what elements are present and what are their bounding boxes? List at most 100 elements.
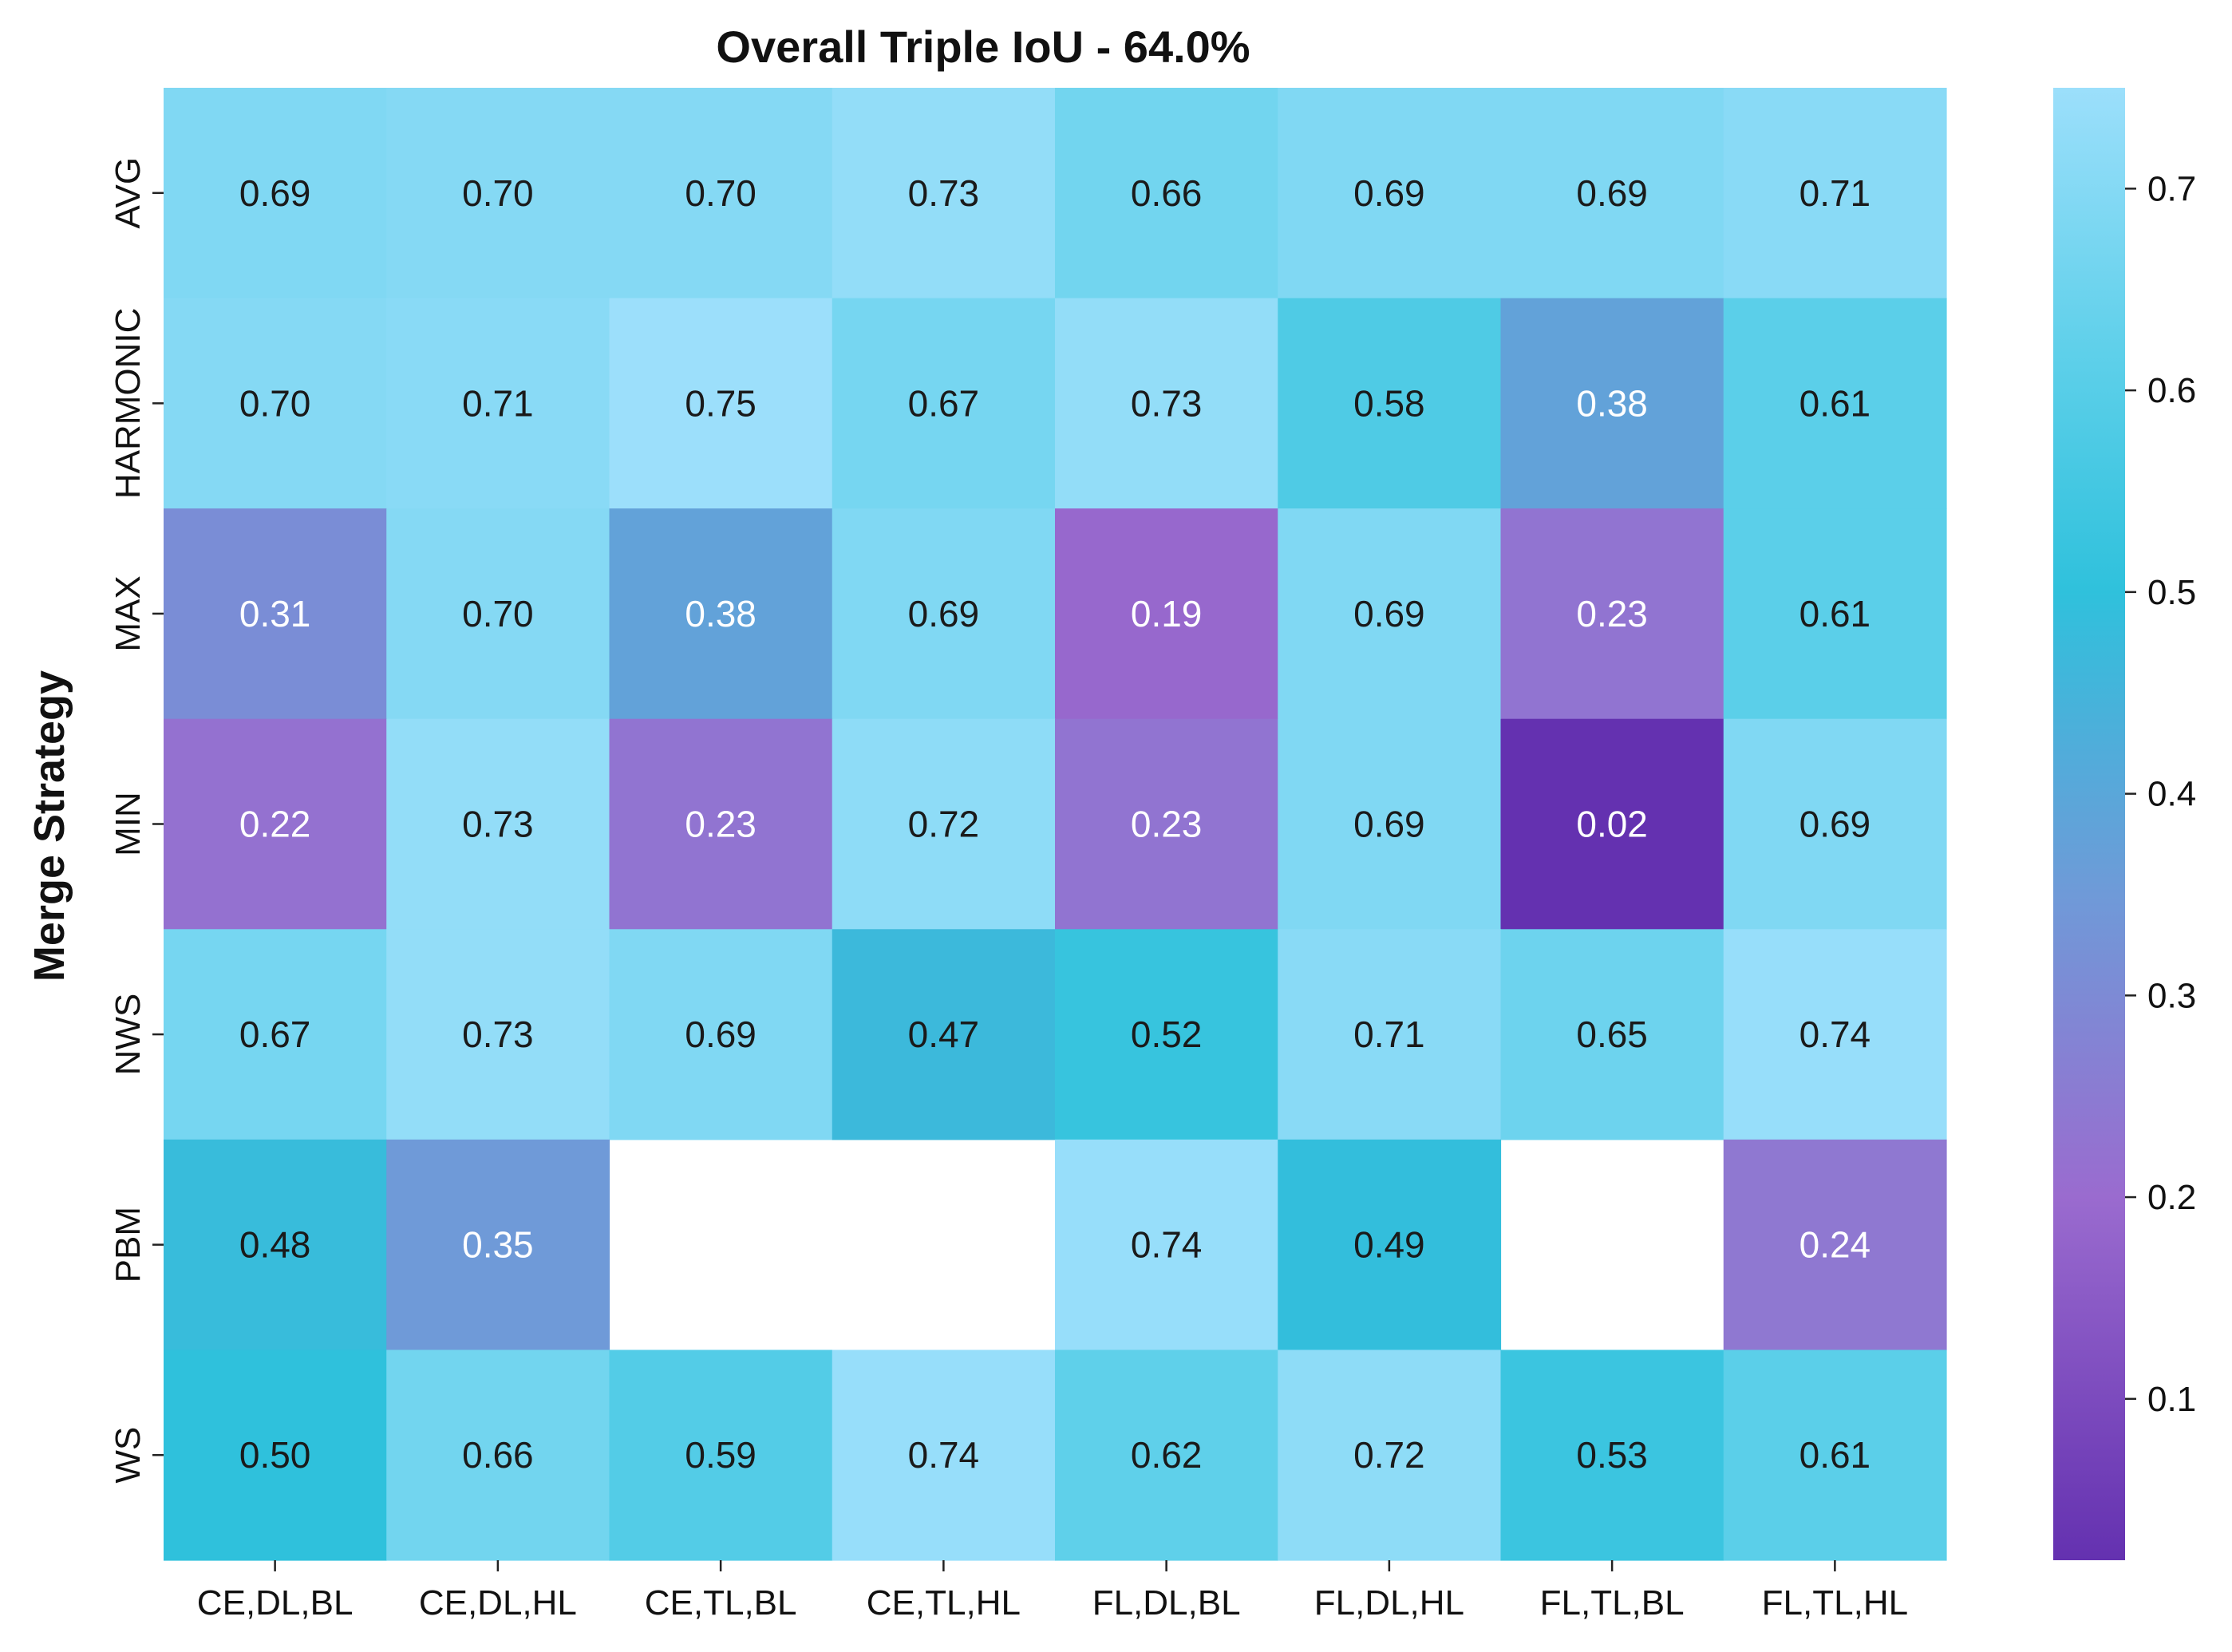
- cell-value-label: 0.70: [685, 172, 757, 214]
- cell-value-label: 0.71: [462, 382, 534, 424]
- y-tick-label: MAX: [109, 575, 148, 651]
- cell-value-label: 0.74: [1131, 1224, 1203, 1266]
- cell-value-label: 0.24: [1799, 1224, 1871, 1266]
- cell-value-label: 0.61: [1799, 1434, 1871, 1476]
- cell-value-label: 0.49: [1353, 1224, 1425, 1266]
- colorbar-tick-label: 0.7: [2147, 169, 2196, 208]
- x-tick-label: CE,TL,BL: [645, 1583, 797, 1622]
- heatmap-cell: [1500, 88, 1724, 299]
- heatmap-cell: [1278, 298, 1502, 509]
- heatmap-cell: [1055, 929, 1278, 1140]
- colorbar-tick-label: 0.5: [2147, 573, 2196, 612]
- y-axis-title: Merge Strategy: [26, 670, 73, 982]
- heatmap-cell: [1055, 508, 1278, 720]
- cell-value-label: 0.22: [239, 804, 311, 845]
- heatmap-cell: [1723, 88, 1947, 299]
- cell-value-label: 0.50: [239, 1434, 311, 1476]
- cell-value-label: 0.73: [462, 804, 534, 845]
- heatmap-cell: [1055, 298, 1278, 509]
- heatmap-cell: [609, 1350, 833, 1561]
- heatmap-cell: [1278, 508, 1502, 720]
- cell-value-label: 0.65: [1576, 1014, 1648, 1055]
- heatmap-cell: [1500, 298, 1724, 509]
- x-tick-label: CE,TL,HL: [867, 1583, 1021, 1622]
- heatmap-cells: [164, 88, 1947, 1561]
- heatmap-cell: [386, 1350, 610, 1561]
- cell-value-label: 0.73: [908, 172, 980, 214]
- cell-value-label: 0.66: [462, 1434, 534, 1476]
- colorbar: 0.1 0.2 0.3 0.4 0.5 0.6 0.7: [2053, 88, 2196, 1560]
- cell-value-label: 0.38: [1576, 382, 1648, 424]
- colorbar-tick-label: 0.4: [2147, 775, 2196, 814]
- x-tick-label: FL,TL,BL: [1540, 1583, 1685, 1622]
- cell-value-label: 0.71: [1353, 1014, 1425, 1055]
- heatmap-cell: [1723, 1350, 1947, 1561]
- y-tick-label: NWS: [109, 994, 148, 1076]
- heatmap-cell: [1278, 1139, 1502, 1351]
- heatmap-cell: [609, 929, 833, 1140]
- cell-value-label: 0.69: [1576, 172, 1648, 214]
- cell-value-label: 0.69: [1353, 593, 1425, 634]
- colorbar-gradient: [2053, 88, 2125, 1560]
- heatmap-cell: [386, 929, 610, 1140]
- x-tick-label: FL,TL,HL: [1762, 1583, 1908, 1622]
- cell-value-label: 0.58: [1353, 382, 1425, 424]
- heatmap-cell: [1723, 298, 1947, 509]
- heatmap-cell: [164, 929, 387, 1140]
- cell-value-label: 0.52: [1131, 1014, 1203, 1055]
- y-tick-label: PBM: [109, 1207, 148, 1282]
- colorbar-tick-label: 0.2: [2147, 1178, 2196, 1217]
- heatmap-cell: [164, 1139, 387, 1351]
- cell-value-label: 0.69: [685, 1014, 757, 1055]
- heatmap-cell: [1278, 1350, 1502, 1561]
- cell-value-label: 0.69: [1799, 804, 1871, 845]
- heatmap-cell: [832, 718, 1056, 930]
- heatmap-cell: [832, 1350, 1056, 1561]
- cell-value-label: 0.74: [908, 1434, 980, 1476]
- heatmap-cell: [832, 508, 1056, 720]
- cell-value-label: 0.73: [1131, 382, 1203, 424]
- heatmap-cell: [164, 718, 387, 930]
- heatmap-cell: [609, 508, 833, 720]
- cell-value-label: 0.69: [908, 593, 980, 634]
- cell-value-label: 0.69: [1353, 804, 1425, 845]
- x-tick-label: FL,DL,BL: [1092, 1583, 1241, 1622]
- y-tick-label: WS: [109, 1427, 148, 1484]
- cell-value-label: 0.67: [239, 1014, 311, 1055]
- cell-value-label: 0.47: [908, 1014, 980, 1055]
- heatmap-cell: [164, 1350, 387, 1561]
- x-tick-label: CE,DL,HL: [419, 1583, 577, 1622]
- y-tick-label: MIN: [109, 792, 148, 856]
- heatmap-cell: [386, 718, 610, 930]
- x-axis: CE,DL,BL CE,DL,HL CE,TL,BL CE,TL,HL FL,DL,BL…: [197, 1560, 1908, 1622]
- heatmap-cell: [832, 298, 1056, 509]
- heatmap-cell: [609, 298, 833, 509]
- heatmap-cell: [164, 298, 387, 509]
- colorbar-tick-label: 0.1: [2147, 1380, 2196, 1419]
- heatmap-cell: [1278, 718, 1502, 930]
- heatmap-cell: [1500, 1350, 1724, 1561]
- heatmap-cell: [1500, 508, 1724, 720]
- cell-value-label: 0.61: [1799, 593, 1871, 634]
- cell-value-label: 0.23: [685, 804, 757, 845]
- cell-value-label: 0.72: [1353, 1434, 1425, 1476]
- heatmap-cell: [1723, 929, 1947, 1140]
- cell-value-label: 0.48: [239, 1224, 311, 1266]
- heatmap-cell: [386, 508, 610, 720]
- cell-value-label: 0.72: [908, 804, 980, 845]
- y-tick-label: HARMONIC: [109, 308, 148, 500]
- cell-value-label: 0.53: [1576, 1434, 1648, 1476]
- cell-value-label: 0.74: [1799, 1014, 1871, 1055]
- chart-title: Overall Triple IoU - 64.0%: [716, 22, 1250, 72]
- x-tick-label: FL,DL,HL: [1314, 1583, 1464, 1622]
- cell-value-label: 0.35: [462, 1224, 534, 1266]
- cell-value-label: 0.19: [1131, 593, 1203, 634]
- cell-value-label: 0.02: [1576, 804, 1648, 845]
- heatmap-cell: [1723, 508, 1947, 720]
- cell-value-label: 0.59: [685, 1434, 757, 1476]
- cell-value-label: 0.61: [1799, 382, 1871, 424]
- heatmap-cell: [1278, 88, 1502, 299]
- heatmap-cell: [1055, 1139, 1278, 1351]
- heatmap-cell: [1055, 88, 1278, 299]
